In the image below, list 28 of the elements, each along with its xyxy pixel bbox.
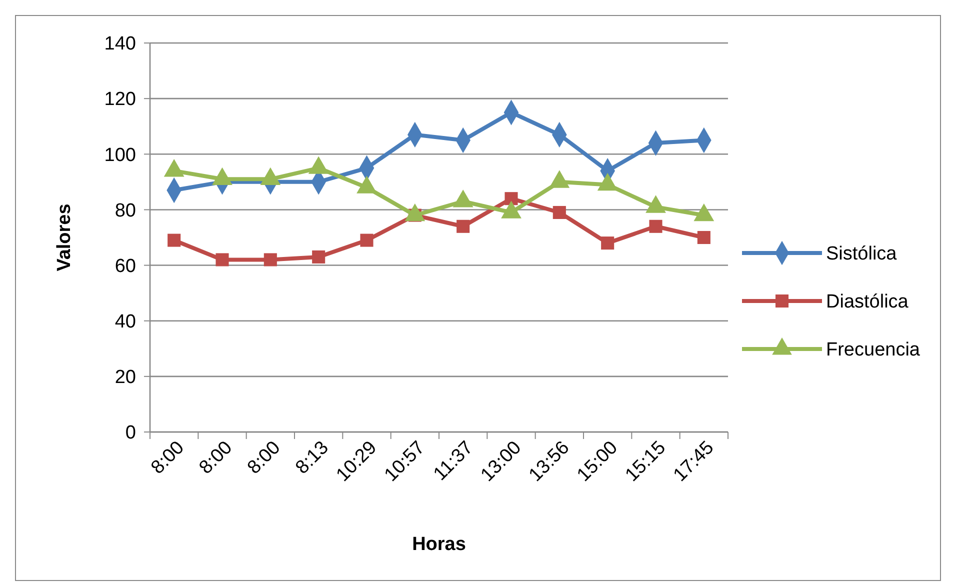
point: [504, 192, 518, 206]
point: [312, 250, 326, 264]
point: [456, 220, 470, 233]
y-tick-label: 80: [114, 200, 136, 222]
y-tick-label: 140: [104, 34, 136, 55]
point: [360, 234, 374, 247]
legend-label: Frecuencia: [826, 340, 920, 361]
x-tick-label: 8:00: [147, 437, 188, 478]
point: [552, 206, 566, 220]
y-tick-label: 60: [114, 256, 136, 277]
y-tick-label: 0: [125, 422, 136, 444]
y-tick-label: 20: [114, 367, 136, 388]
point: [168, 234, 181, 247]
point: [264, 253, 277, 266]
legend-label: Sistólica: [826, 244, 898, 265]
point: [697, 230, 710, 244]
y-axis-title: Valores: [54, 204, 75, 272]
point: [601, 236, 614, 250]
x-tick-label: 8:13: [292, 437, 333, 478]
legend-label: Diastólica: [826, 292, 909, 313]
y-tick-label: 120: [104, 89, 136, 110]
point: [216, 253, 229, 266]
x-axis-title: Horas: [412, 534, 466, 555]
y-tick-label: 100: [104, 144, 136, 166]
x-tick-label: 8:00: [195, 437, 236, 478]
x-tick-label: 8:00: [244, 437, 285, 478]
y-tick-label: 40: [114, 312, 136, 333]
point: [649, 220, 662, 233]
